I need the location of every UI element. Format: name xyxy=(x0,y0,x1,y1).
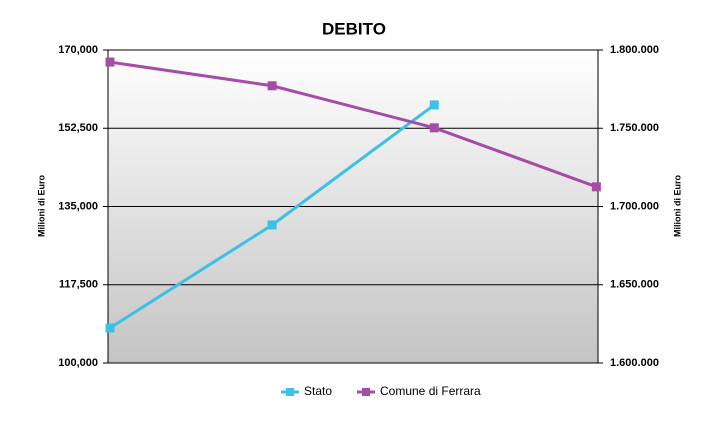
y-tick-label: 117,500 xyxy=(59,279,98,291)
y2-tick-label: 1.750.000 xyxy=(610,122,659,134)
y-tick-label: 135,000 xyxy=(58,200,98,212)
legend-label: Comune di Ferrara xyxy=(380,384,481,398)
legend-label: Stato xyxy=(304,384,332,398)
data-point xyxy=(267,81,277,91)
legend-marker xyxy=(286,388,294,396)
y2-tick-label: 1.800.000 xyxy=(610,44,659,56)
y2-tick-label: 1.700.000 xyxy=(610,200,659,212)
y2-tick-label: 1.600.000 xyxy=(610,357,659,369)
data-point xyxy=(429,100,439,110)
chart-title: DEBITO xyxy=(322,19,386,38)
data-point xyxy=(105,323,115,333)
y-tick-label: 170,000 xyxy=(58,44,98,56)
y2-axis-label: Milioni di Euro xyxy=(672,175,682,237)
data-point xyxy=(591,182,601,192)
y-tick-label: 152,500 xyxy=(58,122,98,134)
data-point xyxy=(429,123,439,133)
series-line xyxy=(109,60,597,189)
y-axis-label: Milioni di Euro xyxy=(36,175,46,237)
legend-marker xyxy=(362,388,370,396)
y2-tick-label: 1.650.000 xyxy=(610,279,659,291)
y-tick-label: 100,000 xyxy=(58,357,98,369)
data-point xyxy=(105,57,115,67)
data-point xyxy=(267,220,277,230)
